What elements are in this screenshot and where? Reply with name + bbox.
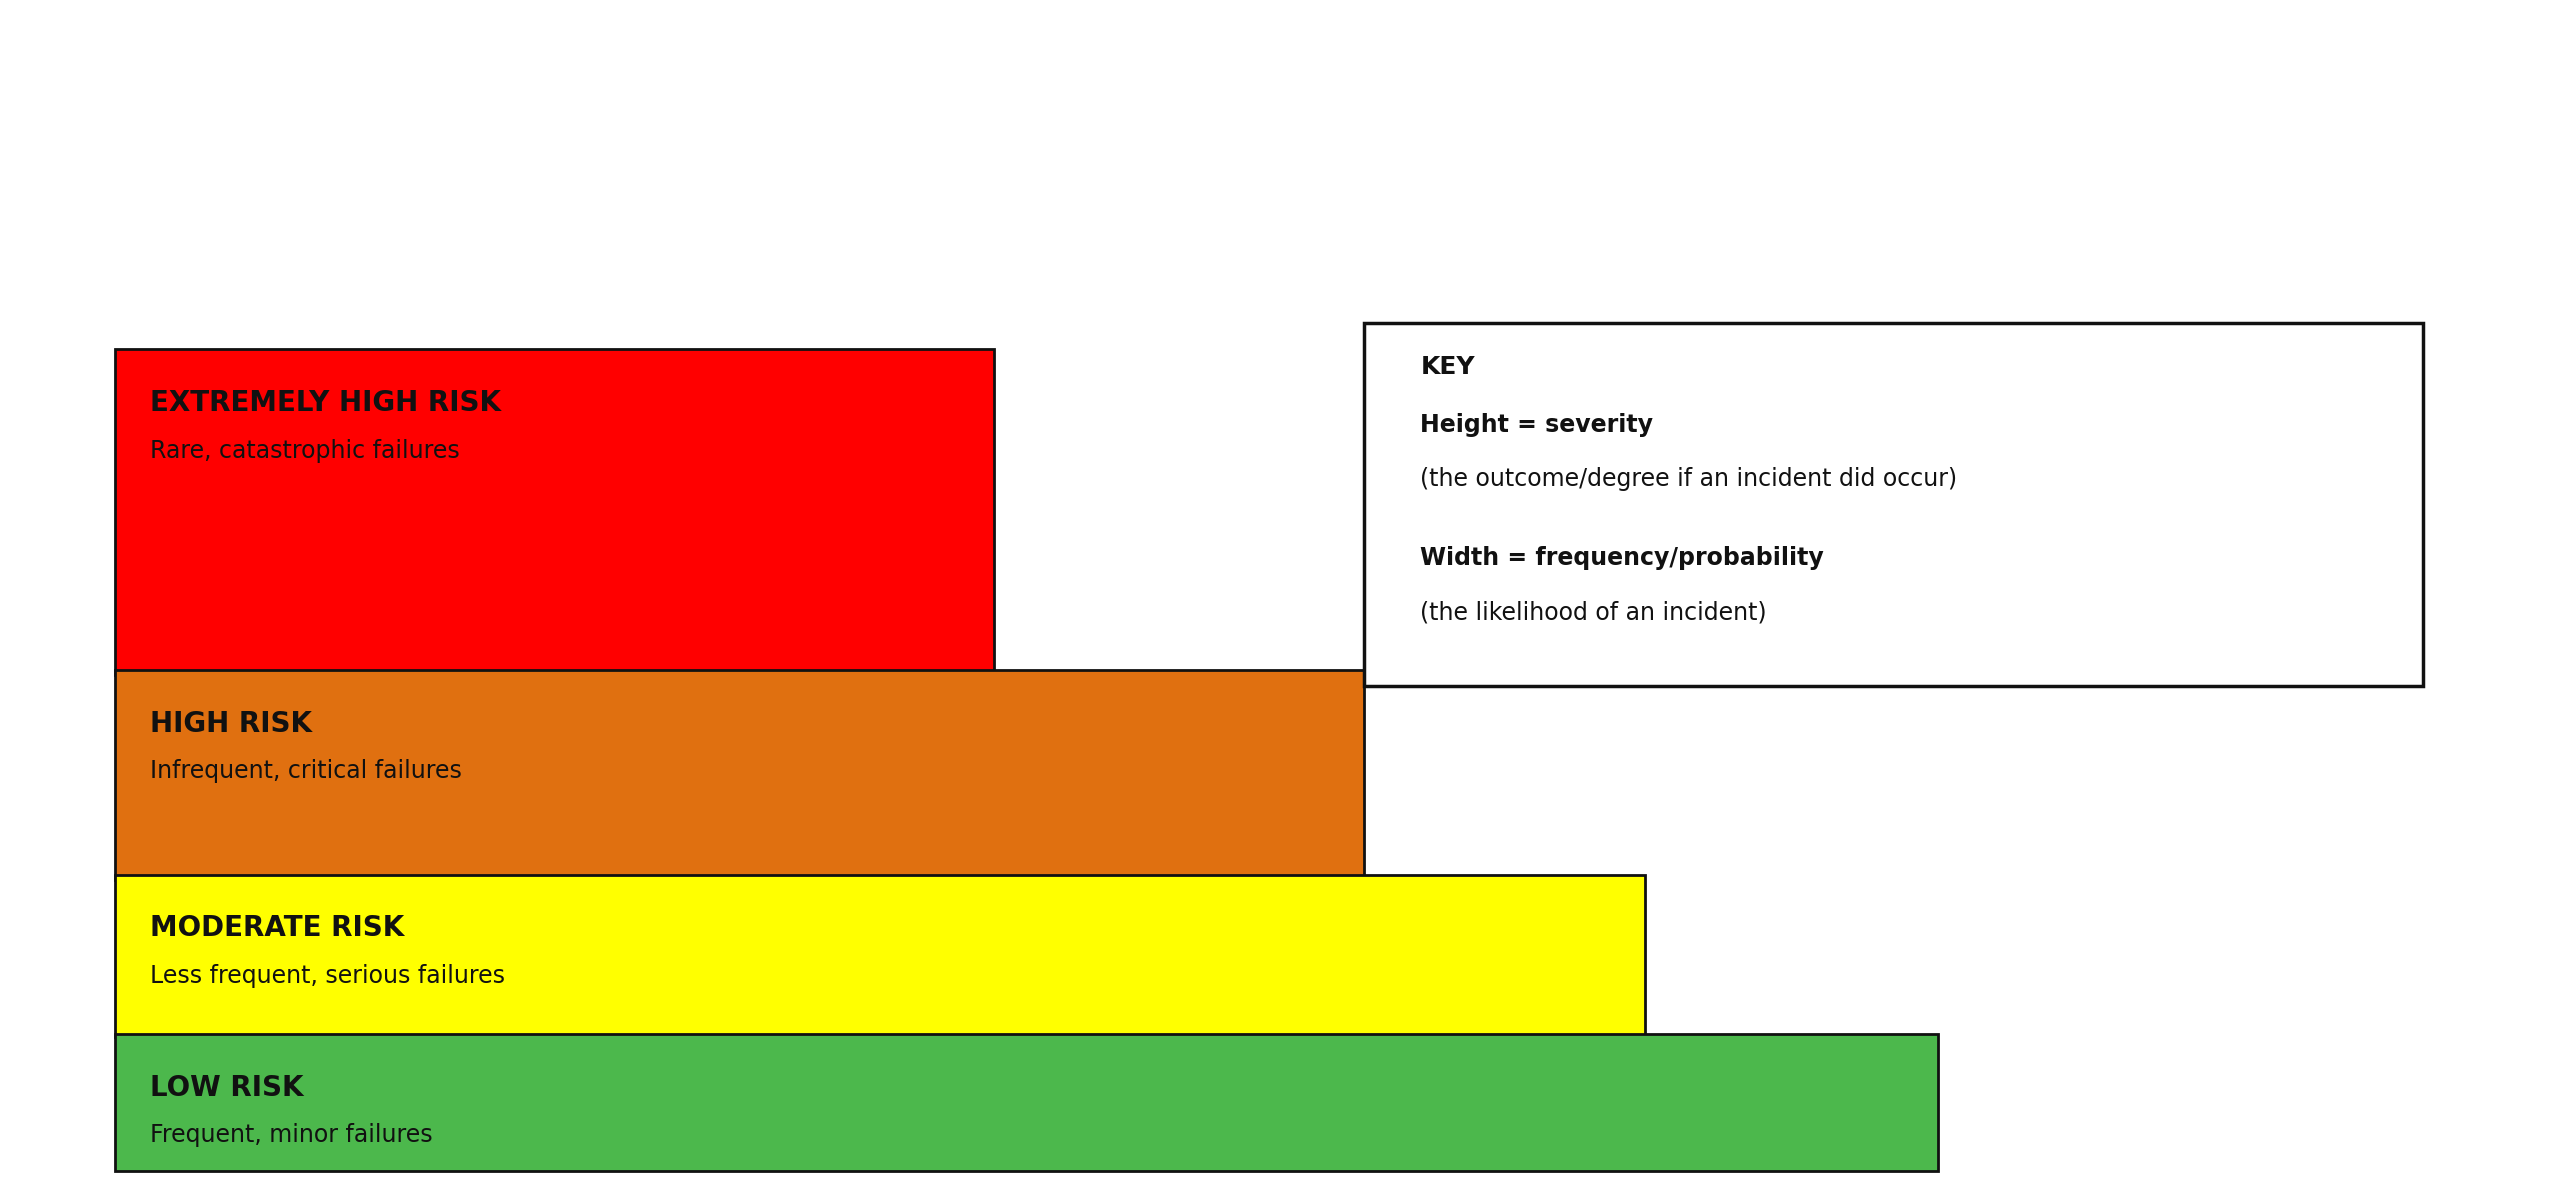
Text: (the likelihood of an incident): (the likelihood of an incident)	[1420, 600, 1767, 624]
Text: LOW RISK: LOW RISK	[150, 1074, 303, 1102]
Text: KEY: KEY	[1420, 355, 1474, 379]
Text: (the outcome/degree if an incident did occur): (the outcome/degree if an incident did o…	[1420, 467, 1958, 491]
Bar	[115, 875, 1645, 1037]
Text: Infrequent, critical failures: Infrequent, critical failures	[150, 758, 462, 782]
Text: Less frequent, serious failures: Less frequent, serious failures	[150, 964, 505, 988]
Text: Frequent, minor failures: Frequent, minor failures	[150, 1123, 434, 1147]
Text: HIGH RISK: HIGH RISK	[150, 709, 314, 738]
Bar	[1364, 323, 2422, 685]
Bar	[115, 1034, 1938, 1171]
Bar	[115, 349, 995, 674]
Text: Rare, catastrophic failures: Rare, catastrophic failures	[150, 439, 459, 463]
Text: MODERATE RISK: MODERATE RISK	[150, 914, 405, 942]
Text: EXTREMELY HIGH RISK: EXTREMELY HIGH RISK	[150, 389, 502, 418]
Text: Width = frequency/probability: Width = frequency/probability	[1420, 546, 1823, 570]
Polygon shape	[2410, 0, 2550, 150]
Text: Height = severity: Height = severity	[1420, 413, 1652, 437]
Text: THE RISK ASSESSMENT CODE (RAC) CHART: THE RISK ASSESSMENT CODE (RAC) CHART	[64, 42, 2002, 120]
Bar	[115, 670, 1364, 880]
